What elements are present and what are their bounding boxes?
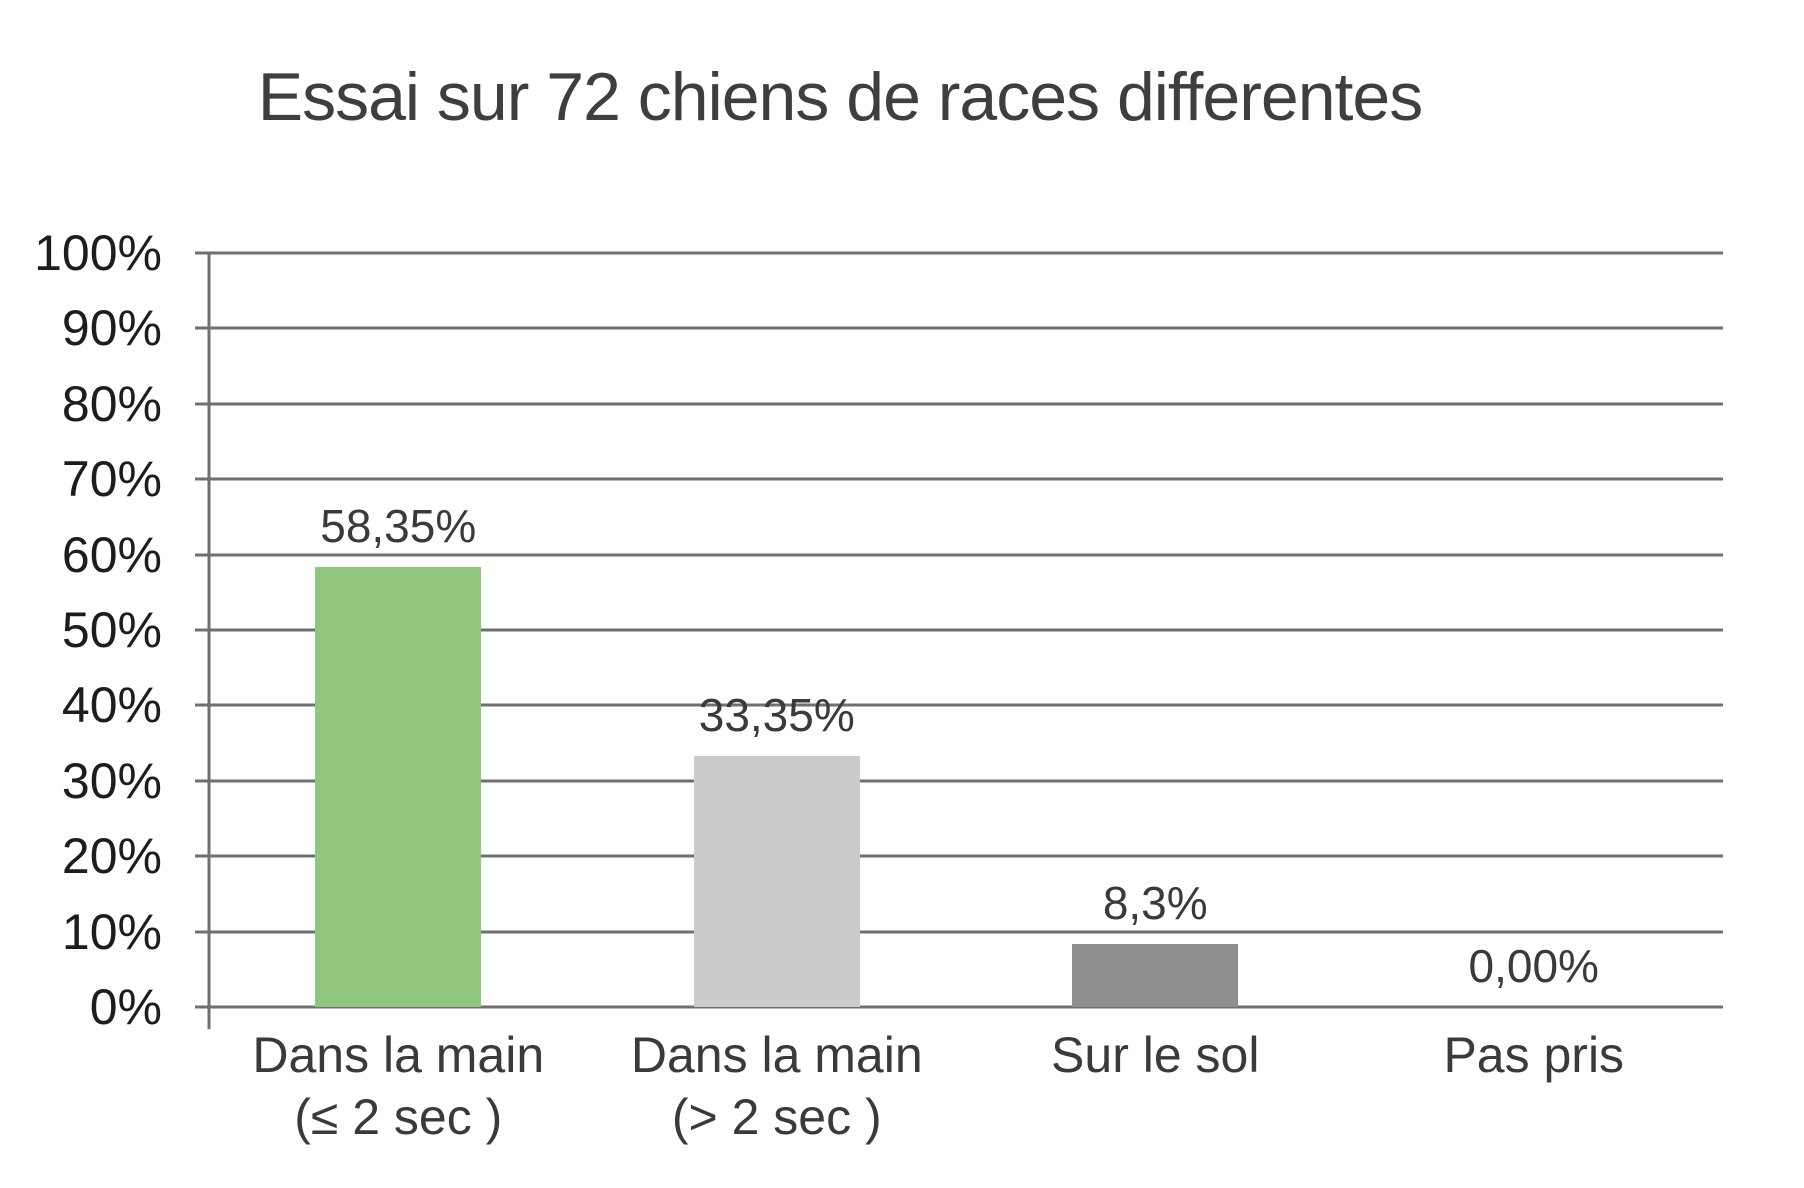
category-label-dans-la-main-2sec-moins: Dans la main (≤ 2 sec )	[209, 1024, 588, 1148]
y-tick-label: 30%	[61, 752, 162, 809]
y-axis-tick-labels: 100% 90% 80% 70% 60% 50% 40% 30% 20% 10%…	[0, 228, 162, 1032]
y-tick-label: 100%	[34, 225, 162, 281]
bar-value-label: 33,35%	[698, 688, 855, 741]
category-label-line1: Dans la main	[252, 1027, 545, 1083]
y-tick-label: 20%	[61, 828, 162, 885]
bar-slot-sur-le-sol: 8,3%	[966, 253, 1345, 1007]
bar-value-label: 8,3%	[1102, 877, 1208, 930]
gridline	[195, 326, 1723, 330]
bar-value-label: 0,00%	[1468, 940, 1599, 992]
gridline	[195, 1005, 1723, 1009]
y-tick-label: 60%	[61, 526, 162, 583]
gridline	[195, 477, 1723, 481]
category-label-line2: (≤ 2 sec )	[294, 1089, 503, 1145]
category-label-line1: Pas pris	[1443, 1027, 1625, 1083]
bar-value-label: 58,35%	[320, 500, 477, 553]
y-tick-label: 10%	[61, 903, 162, 960]
gridline	[195, 628, 1723, 632]
plot-area: 58,35% 33,35% 8,3% 0,00%	[195, 251, 1723, 1029]
y-tick-label: 80%	[61, 375, 162, 432]
y-tick-label: 50%	[61, 602, 162, 658]
y-tick-label: 40%	[61, 677, 162, 734]
bar-slot-pas-pris: 0,00%	[1345, 253, 1724, 1007]
gridline	[195, 779, 1723, 783]
category-label-pas-pris: Pas pris	[1345, 1024, 1724, 1148]
chart-title: Essai sur 72 chiens de races differentes	[257, 59, 1424, 135]
y-tick-label: 70%	[61, 451, 162, 508]
x-axis-category-labels: Dans la main (≤ 2 sec ) Dans la main (> …	[209, 1024, 1723, 1148]
category-label-sur-le-sol: Sur le sol	[966, 1024, 1345, 1148]
gridline	[195, 251, 1723, 255]
category-label-line1: Sur le sol	[1051, 1027, 1260, 1083]
bar-dans-la-main-2sec-moins	[315, 567, 482, 1007]
gridline	[195, 854, 1723, 858]
y-axis-line	[207, 253, 211, 1029]
y-tick-label: 90%	[61, 300, 162, 357]
category-label-line2: (> 2 sec )	[671, 1089, 882, 1145]
bar-sur-le-sol	[1072, 944, 1239, 1007]
bar-slot-dans-la-main-2sec-moins: 58,35%	[209, 253, 588, 1007]
gridline	[195, 930, 1723, 934]
category-label-line1: Dans la main	[630, 1027, 923, 1083]
bar-dans-la-main-2sec-plus	[693, 755, 860, 1007]
bar-slot-dans-la-main-2sec-plus: 33,35%	[588, 253, 967, 1007]
gridline	[195, 703, 1723, 707]
bar-slots: 58,35% 33,35% 8,3% 0,00%	[209, 253, 1723, 1007]
y-tick-label: 0%	[89, 979, 162, 1035]
gridline	[195, 402, 1723, 406]
gridline	[195, 553, 1723, 557]
category-label-dans-la-main-2sec-plus: Dans la main (> 2 sec )	[588, 1024, 967, 1148]
